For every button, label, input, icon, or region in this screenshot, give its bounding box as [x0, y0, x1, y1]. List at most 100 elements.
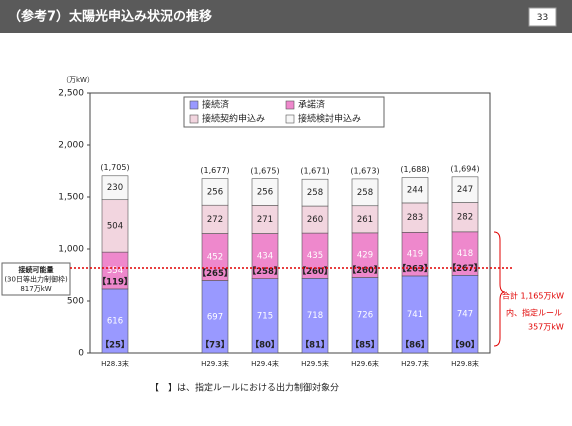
bar-segment — [201, 178, 229, 206]
y-tick-label: 1,500 — [58, 193, 84, 203]
bar-value-label: 283 — [407, 213, 423, 223]
y-axis-unit: （万kW） — [62, 76, 94, 84]
controlled-label: 【260】 — [348, 265, 383, 276]
controlled-label: 【73】 — [201, 340, 230, 351]
y-tick-label: 2,500 — [58, 89, 84, 99]
legend-swatch — [189, 114, 199, 124]
bar-segment — [401, 202, 429, 233]
controlled-label: 【85】 — [351, 340, 380, 351]
bar-value-label: 256 — [257, 188, 273, 198]
bar-value-label: 272 — [207, 215, 223, 225]
x-tick-label: H28.3末 — [101, 359, 129, 368]
controlled-label: 【90】 — [451, 340, 480, 351]
bar-value-label: 435 — [307, 251, 323, 261]
controlled-label: 【267】 — [448, 263, 483, 274]
bar-segment — [251, 278, 279, 354]
bar-segment — [351, 205, 379, 234]
reference-label: 接続可能量 — [19, 265, 54, 274]
bar-value-label: 419 — [407, 250, 423, 260]
legend-label: 承諾済 — [298, 99, 325, 111]
bar-value-label: 718 — [307, 311, 323, 321]
bar-segment — [101, 175, 129, 201]
legend-label: 接続済 — [202, 99, 229, 111]
ref-label-box — [1, 262, 71, 296]
y-tick-label: 2,000 — [58, 141, 84, 151]
bar-value-label: 747 — [457, 310, 473, 320]
total-label: (1,677) — [200, 166, 229, 175]
legend-swatch — [285, 100, 295, 110]
footnote: 【 】は、指定ルールにおける出力制御対象分 — [150, 382, 339, 394]
reference-label: 817万kW — [20, 285, 51, 293]
bar-value-label: 452 — [207, 253, 223, 263]
bar-value-label: 256 — [207, 187, 223, 197]
bar-segment — [251, 178, 279, 206]
bar-segment — [351, 277, 379, 354]
page-box — [528, 7, 557, 27]
bar-value-label: 244 — [407, 186, 423, 196]
total-label: (1,673) — [350, 167, 379, 176]
bar-segment — [301, 178, 329, 207]
bar-value-label: 261 — [357, 215, 373, 225]
total-label: (1,705) — [100, 163, 129, 172]
bar-value-label: 741 — [407, 310, 423, 320]
bar-segment — [401, 275, 429, 354]
bar-value-label: 697 — [207, 312, 223, 322]
bar-segment — [351, 178, 379, 207]
controlled-label: 【86】 — [401, 340, 430, 351]
bar-segment — [301, 232, 329, 279]
controlled-label: 【25】 — [101, 340, 130, 351]
bar-value-label: 230 — [107, 183, 123, 193]
header-bar — [0, 0, 572, 33]
controlled-label: 【258】 — [248, 266, 283, 277]
bar-value-label: 726 — [357, 311, 373, 321]
total-label: (1,694) — [450, 164, 479, 173]
page-number: 33 — [537, 13, 548, 23]
bar-segment — [451, 202, 479, 233]
legend-label: 接続契約申込み — [202, 113, 265, 125]
plot-area — [89, 92, 491, 354]
bar-segment — [351, 232, 379, 278]
y-tick-label: 1,000 — [58, 245, 84, 255]
bar-segment — [251, 233, 279, 279]
bar-segment — [401, 177, 429, 204]
controlled-label: 【119】 — [98, 276, 133, 287]
bar-value-label: 258 — [357, 188, 373, 198]
brace — [493, 231, 506, 347]
controlled-label: 【260】 — [298, 266, 333, 277]
bar-value-label: 258 — [307, 188, 323, 198]
bar-value-label: 434 — [257, 252, 273, 262]
y-tick-label: 500 — [67, 297, 84, 307]
controlled-label: 【81】 — [301, 340, 330, 351]
total-label: (1,688) — [400, 165, 429, 174]
legend-swatch — [189, 100, 199, 110]
bar-value-label: 616 — [107, 316, 123, 326]
x-tick-label: H29.5末 — [301, 359, 329, 368]
total-label: (1,675) — [250, 166, 279, 175]
controlled-label: 【80】 — [251, 340, 280, 351]
bar-value-label: 271 — [257, 215, 273, 225]
bar-value-label: 504 — [107, 221, 123, 231]
bar-value-label: 715 — [257, 311, 273, 321]
x-tick-label: H29.3末 — [201, 359, 229, 368]
x-tick-label: H29.8末 — [451, 359, 479, 368]
bar-value-label: 282 — [457, 213, 473, 223]
bar-segment — [101, 199, 129, 253]
x-tick-label: H29.4末 — [251, 359, 279, 368]
y-tick-label: 0 — [78, 349, 84, 359]
right-note: 合計 1,165万kW — [502, 291, 564, 301]
bar-value-label: 429 — [357, 251, 373, 261]
right-note: 357万kW — [528, 323, 564, 332]
bar-value-label: 260 — [307, 215, 323, 225]
x-tick-label: H29.6末 — [351, 359, 379, 368]
bar-value-label: 247 — [457, 185, 473, 195]
bar-segment — [301, 205, 329, 234]
x-tick-label: H29.7末 — [401, 359, 429, 368]
bar-value-label: 354 — [107, 266, 123, 276]
total-label: (1,671) — [300, 167, 329, 176]
legend-box — [183, 96, 385, 128]
controlled-label: 【263】 — [398, 263, 433, 274]
bar-segment — [251, 205, 279, 234]
bar-segment — [451, 231, 479, 276]
right-note: 内、指定ルール — [506, 308, 562, 318]
